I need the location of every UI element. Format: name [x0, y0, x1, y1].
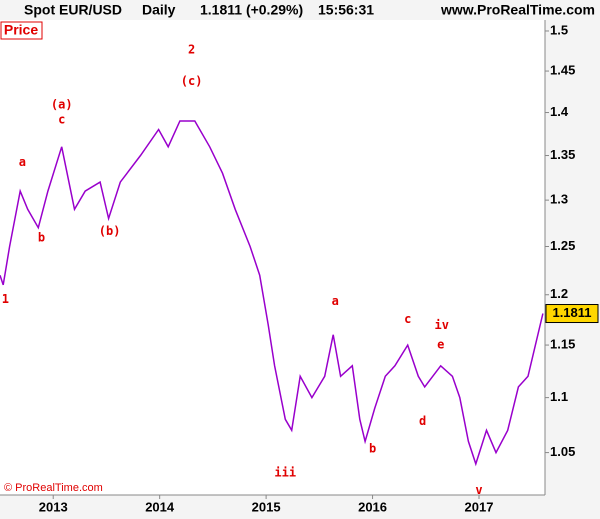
x-tick-label: 2015 [252, 499, 281, 514]
price-line [0, 120, 544, 467]
wave-label: (b) [99, 224, 121, 238]
wave-label: (a) [51, 97, 73, 111]
y-tick-label: 1.05 [550, 444, 575, 459]
y-tick-label: 1.2 [550, 286, 568, 301]
wave-label: 1 [2, 292, 9, 306]
x-tick-label: 2013 [39, 499, 68, 514]
y-axis-band [545, 20, 600, 519]
footer: © ProRealTime.com [4, 482, 103, 494]
symbol: Spot EUR/USD [24, 2, 122, 18]
wave-label: (c) [181, 74, 203, 88]
panel-label: Price [4, 22, 38, 38]
x-tick-label: 2016 [358, 499, 387, 514]
wave-label: 2 [188, 43, 195, 57]
wave-label: a [19, 155, 26, 169]
wave-label: iii [274, 466, 296, 480]
y-tick-label: 1.3 [550, 192, 568, 207]
y-tick-label: 1.25 [550, 238, 575, 253]
header-bar [0, 0, 600, 20]
y-tick-label: 1.4 [550, 104, 569, 119]
wave-label: e [437, 338, 444, 352]
y-tick-label: 1.45 [550, 62, 575, 77]
wave-label: v [475, 483, 482, 497]
time: 15:56:31 [318, 2, 374, 18]
x-tick-label: 2014 [145, 499, 175, 514]
panel-label-box [0, 21, 43, 40]
wave-label: c [404, 312, 411, 326]
x-tick-label: 2017 [465, 499, 494, 514]
wave-label: b [369, 442, 376, 456]
quote: 1.1811 (+0.29%) [200, 2, 303, 18]
timeframe: Daily [142, 2, 176, 18]
wave-label: c [58, 113, 65, 127]
last-price-box [545, 304, 599, 324]
wave-label: a [332, 294, 339, 308]
y-tick-label: 1.1 [550, 389, 568, 404]
last-price-label: 1.1811 [552, 305, 591, 320]
site: www.ProRealTime.com [440, 2, 595, 18]
y-tick-label: 1.35 [550, 147, 575, 162]
y-tick-label: 1.5 [550, 22, 568, 37]
x-axis-band [0, 495, 545, 519]
wave-label: b [38, 231, 45, 245]
wave-label: iv [435, 318, 449, 332]
y-tick-label: 1.15 [550, 336, 575, 351]
wave-label: d [419, 414, 426, 428]
